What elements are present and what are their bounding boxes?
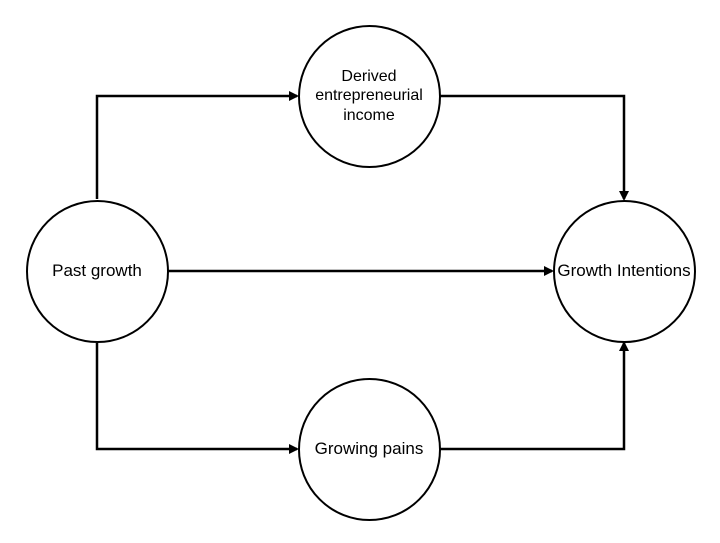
node-growth-intentions: Growth Intentions xyxy=(553,200,696,343)
node-growing-pains: Growing pains xyxy=(298,378,441,521)
node-label: Growing pains xyxy=(315,439,424,459)
edge-derived_income-to-growth_intentions xyxy=(440,96,624,199)
edge-growing_pains-to-growth_intentions xyxy=(440,343,624,449)
node-past-growth: Past growth xyxy=(26,200,169,343)
node-derived-entrepreneurial-income: Derived entrepreneurial income xyxy=(298,25,441,168)
node-label: Past growth xyxy=(52,261,142,281)
node-label: Derived entrepreneurial income xyxy=(300,67,439,125)
edge-past_growth-to-derived_income xyxy=(97,96,297,199)
diagram-canvas: Past growth Derived entrepreneurial inco… xyxy=(0,0,720,543)
node-label: Growth Intentions xyxy=(557,261,690,281)
edge-past_growth-to-growing_pains xyxy=(97,343,297,449)
